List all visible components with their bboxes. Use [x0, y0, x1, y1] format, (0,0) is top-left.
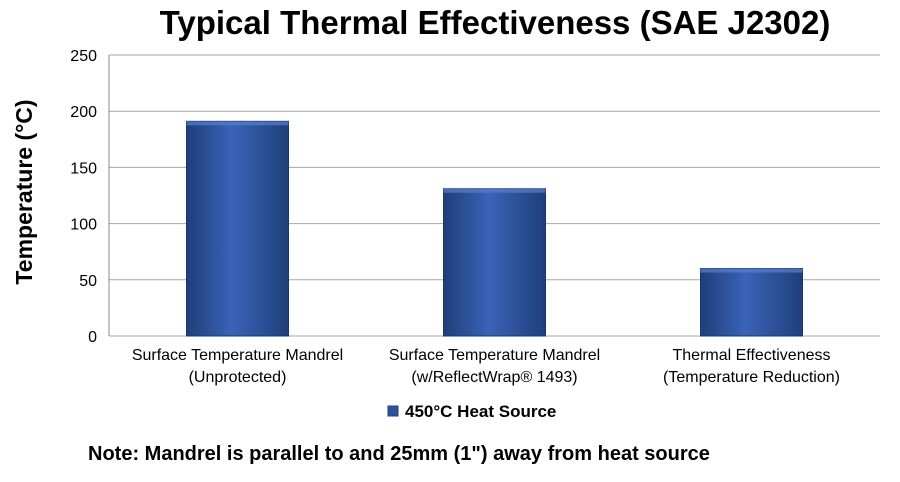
bars [186, 120, 803, 337]
x-tick-label: Surface Temperature Mandrel [132, 347, 343, 364]
note-text: Note: Mandrel is parallel to and 25mm (1… [88, 443, 710, 465]
bar [186, 120, 289, 337]
y-tick-label: 0 [88, 329, 97, 346]
y-axis-label: Temperature (°C) [11, 99, 37, 284]
legend-swatch [387, 405, 399, 417]
x-tick-label: Thermal Effectiveness [673, 347, 831, 364]
bar-top-highlight [443, 188, 546, 193]
x-tick-label: (Temperature Reduction) [663, 369, 840, 386]
x-tick-label: (w/ReflectWrap® 1493) [411, 369, 577, 386]
y-tick-label: 200 [70, 104, 97, 121]
legend-label: 450°C Heat Source [405, 402, 556, 421]
bar-top-highlight [186, 121, 289, 126]
x-axis-ticks: Surface Temperature Mandrel (Unprotected)… [132, 347, 840, 386]
bar-top-highlight [700, 268, 803, 273]
y-tick-label: 50 [79, 273, 97, 290]
y-tick-label: 250 [70, 48, 97, 65]
y-tick-label: 100 [70, 217, 97, 234]
y-axis-ticks: 0 50 100 150 200 250 [70, 48, 97, 346]
x-tick-label: (Unprotected) [189, 369, 287, 386]
legend: 450°C Heat Source [387, 402, 556, 421]
y-tick-label: 150 [70, 160, 97, 177]
chart-title: Typical Thermal Effectiveness (SAE J2302… [160, 4, 831, 41]
bar [443, 188, 546, 337]
bar [700, 268, 803, 337]
x-tick-label: Surface Temperature Mandrel [389, 347, 600, 364]
